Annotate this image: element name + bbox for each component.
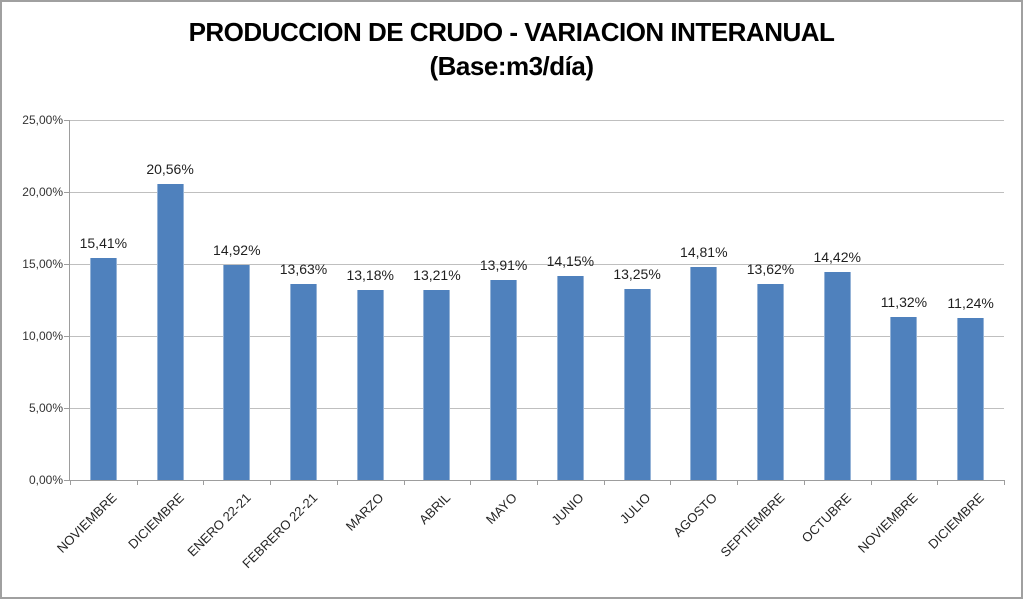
x-axis-tick xyxy=(803,480,805,485)
bar xyxy=(890,316,918,480)
y-axis-tick-label: 20,00% xyxy=(22,185,63,199)
x-axis-tick xyxy=(1004,480,1005,485)
bar xyxy=(490,279,518,480)
x-category-label: ABRIL xyxy=(416,490,454,528)
x-category-label: OCTUBRE xyxy=(798,490,854,546)
x-category-label: NOVIEMBRE xyxy=(854,490,921,556)
bar xyxy=(823,272,851,480)
x-category-label: AGOSTO xyxy=(670,490,721,540)
bar xyxy=(223,265,251,480)
x-category-label: DICIEMBRE xyxy=(124,490,187,552)
y-axis-tick xyxy=(64,480,70,481)
x-axis-tick xyxy=(737,480,739,485)
x-category-label: JULIO xyxy=(617,490,654,527)
x-axis-tick xyxy=(870,480,872,485)
x-category-label: MAYO xyxy=(483,490,521,528)
x-axis-tick xyxy=(336,480,338,485)
x-axis-tick xyxy=(670,480,672,485)
y-axis-line xyxy=(69,120,70,481)
x-axis-tick xyxy=(937,480,939,485)
x-category-label: SEPTIEMBRE xyxy=(717,490,788,560)
bar-value-label: 15,41% xyxy=(79,235,128,252)
x-axis-tick xyxy=(603,480,605,485)
x-axis-tick xyxy=(203,480,205,485)
y-axis-tick-label: 5,00% xyxy=(28,401,63,415)
bar-value-label: 14,42% xyxy=(813,249,861,266)
gridline xyxy=(70,120,1004,121)
bar-value-label: 11,24% xyxy=(947,295,994,312)
bar xyxy=(356,290,384,480)
bar xyxy=(423,289,451,480)
x-axis-labels: NOVIEMBRE DICIEMBRE ENERO 22-21 FEBRERO 22-… xyxy=(54,480,1004,597)
chart-title-line1: PRODUCCION DE CRUDO - VARIACION INTERANU… xyxy=(188,17,835,47)
bar xyxy=(89,258,117,480)
bar-value-label: 13,18% xyxy=(346,267,394,284)
bar xyxy=(757,283,784,480)
bar-value-label: 20,56% xyxy=(146,160,194,177)
bar xyxy=(156,183,184,480)
bar xyxy=(556,276,584,480)
bar xyxy=(957,318,985,480)
x-category-label: ENERO 22-21 xyxy=(184,490,254,560)
x-category-label: NOVIEMBRE xyxy=(54,490,120,556)
bar xyxy=(290,283,317,480)
x-axis-tick xyxy=(70,480,71,485)
gridline xyxy=(70,336,1004,337)
bar-value-label: 11,32% xyxy=(880,293,928,310)
y-axis-tick xyxy=(64,120,70,121)
y-axis-tick xyxy=(64,264,70,265)
x-axis-tick xyxy=(270,480,272,485)
bar-value-label: 14,92% xyxy=(213,242,261,259)
bar-value-label: 14,15% xyxy=(546,253,595,270)
y-axis-tick-label: 25,00% xyxy=(22,113,63,127)
bar-value-label: 13,25% xyxy=(613,266,661,283)
y-axis-tick xyxy=(64,408,70,409)
y-axis-tick-label: 0,00% xyxy=(28,473,63,487)
x-axis-tick xyxy=(136,480,138,485)
gridline xyxy=(70,408,1004,409)
x-category-label: MARZO xyxy=(343,490,387,534)
bar-value-label: 13,63% xyxy=(279,260,328,277)
y-axis-tick-label: 10,00% xyxy=(22,329,63,343)
x-category-label: JUNIO xyxy=(548,490,587,529)
bar-value-label: 13,62% xyxy=(746,260,795,277)
chart-title: PRODUCCION DE CRUDO - VARIACION INTERANU… xyxy=(2,16,1021,84)
bar xyxy=(690,266,718,480)
bar-value-label: 13,21% xyxy=(413,266,461,283)
x-axis-tick xyxy=(403,480,405,485)
x-axis-tick xyxy=(470,480,472,485)
plot-area: 15,41% 20,56% 14,92% 13,63% 13,18% 13,21% 13,9… xyxy=(64,120,1005,485)
y-axis-tick xyxy=(64,336,70,337)
x-axis-tick xyxy=(537,480,538,485)
y-axis-tick xyxy=(64,192,70,193)
bar-value-label: 14,81% xyxy=(680,243,728,260)
y-axis-labels: 0,00% 5,00% 10,00% 15,00% 20,00% 25,00% xyxy=(2,2,63,597)
gridline xyxy=(70,264,1004,265)
x-category-label: DICIEMBRE xyxy=(925,490,988,552)
bar-value-label: 13,91% xyxy=(479,256,528,273)
y-axis-tick-label: 15,00% xyxy=(22,257,63,271)
gridline xyxy=(70,192,1004,193)
bar xyxy=(623,289,651,480)
chart-title-line2: (Base:m3/día) xyxy=(429,50,595,81)
